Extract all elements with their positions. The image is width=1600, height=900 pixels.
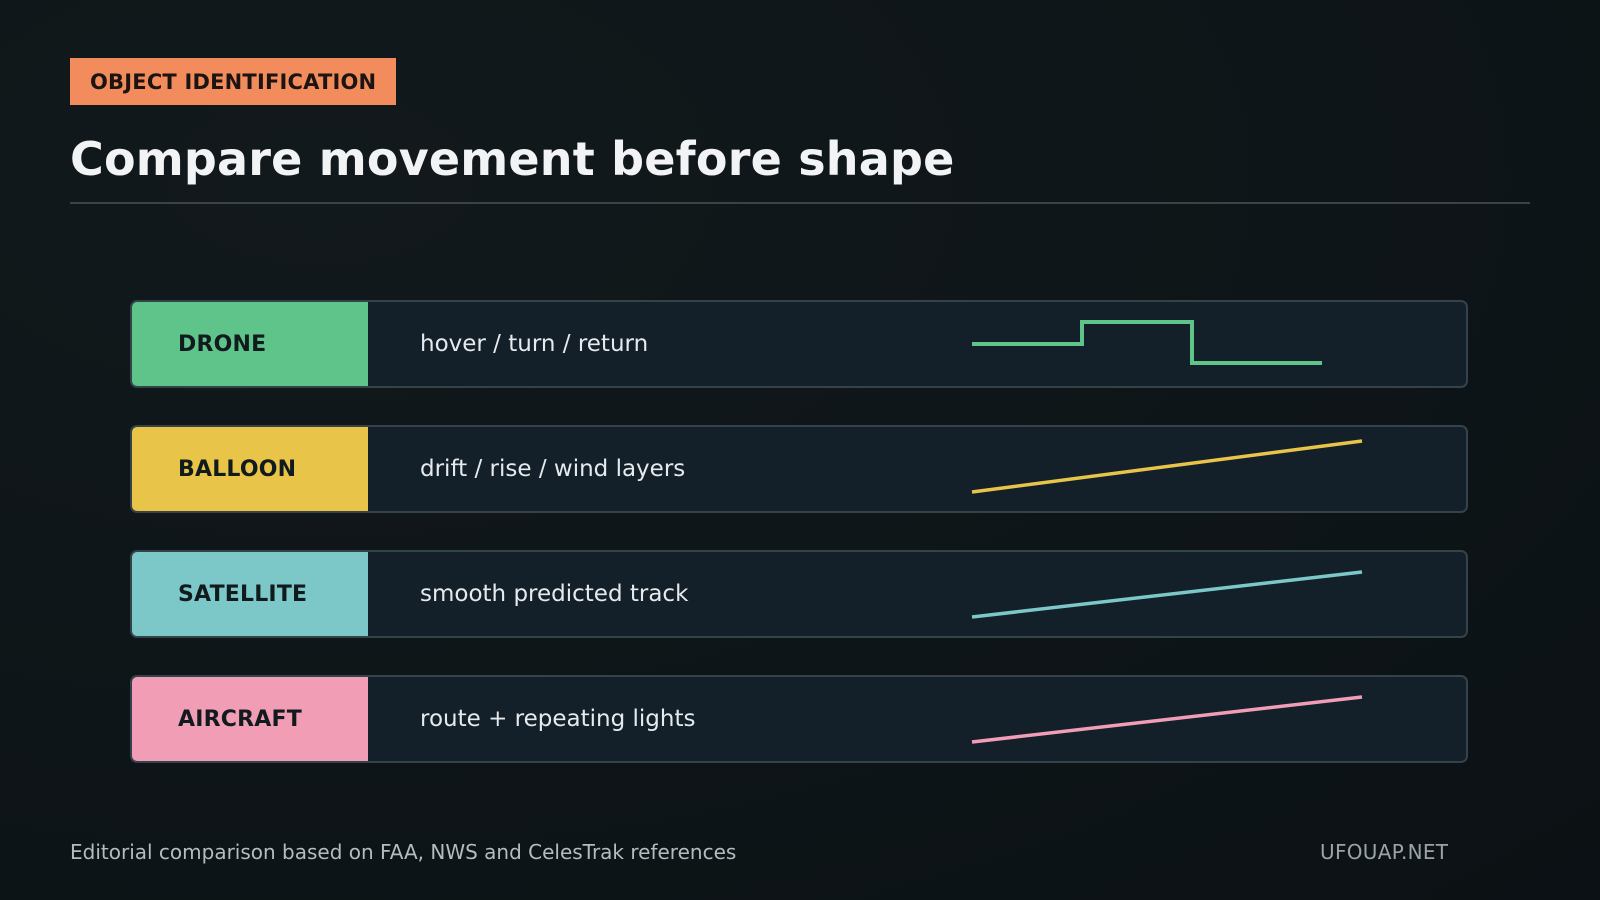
movement-trace-rising — [971, 439, 1363, 494]
movement-trace-rising — [971, 695, 1363, 744]
row-label: SATELLITE — [132, 552, 368, 636]
source-note: Editorial comparison based on FAA, NWS a… — [70, 840, 737, 864]
row-description: hover / turn / return — [420, 331, 649, 357]
row-label: BALLOON — [132, 427, 368, 511]
row-description: route + repeating lights — [420, 706, 696, 732]
title-divider — [70, 202, 1530, 204]
row-balloon: BALLOON drift / rise / wind layers — [130, 425, 1468, 513]
movement-trace-rising — [971, 570, 1363, 619]
row-satellite: SATELLITE smooth predicted track — [130, 550, 1468, 638]
row-description: drift / rise / wind layers — [420, 456, 686, 482]
page-title: Compare movement before shape — [70, 132, 955, 186]
row-aircraft: AIRCRAFT route + repeating lights — [130, 675, 1468, 763]
drone-movement-line — [972, 320, 1322, 365]
row-label: AIRCRAFT — [132, 677, 368, 761]
balloon-movement-line — [971, 439, 1363, 494]
category-tag: OBJECT IDENTIFICATION — [70, 58, 397, 105]
brand-mark: UFOUAP.NET — [1320, 840, 1449, 864]
row-drone: DRONE hover / turn / return — [130, 300, 1468, 388]
movement-trace-step — [972, 320, 1322, 365]
satellite-movement-line — [971, 570, 1363, 619]
row-label: DRONE — [132, 302, 368, 386]
row-description: smooth predicted track — [420, 581, 689, 607]
aircraft-movement-line — [971, 695, 1363, 744]
